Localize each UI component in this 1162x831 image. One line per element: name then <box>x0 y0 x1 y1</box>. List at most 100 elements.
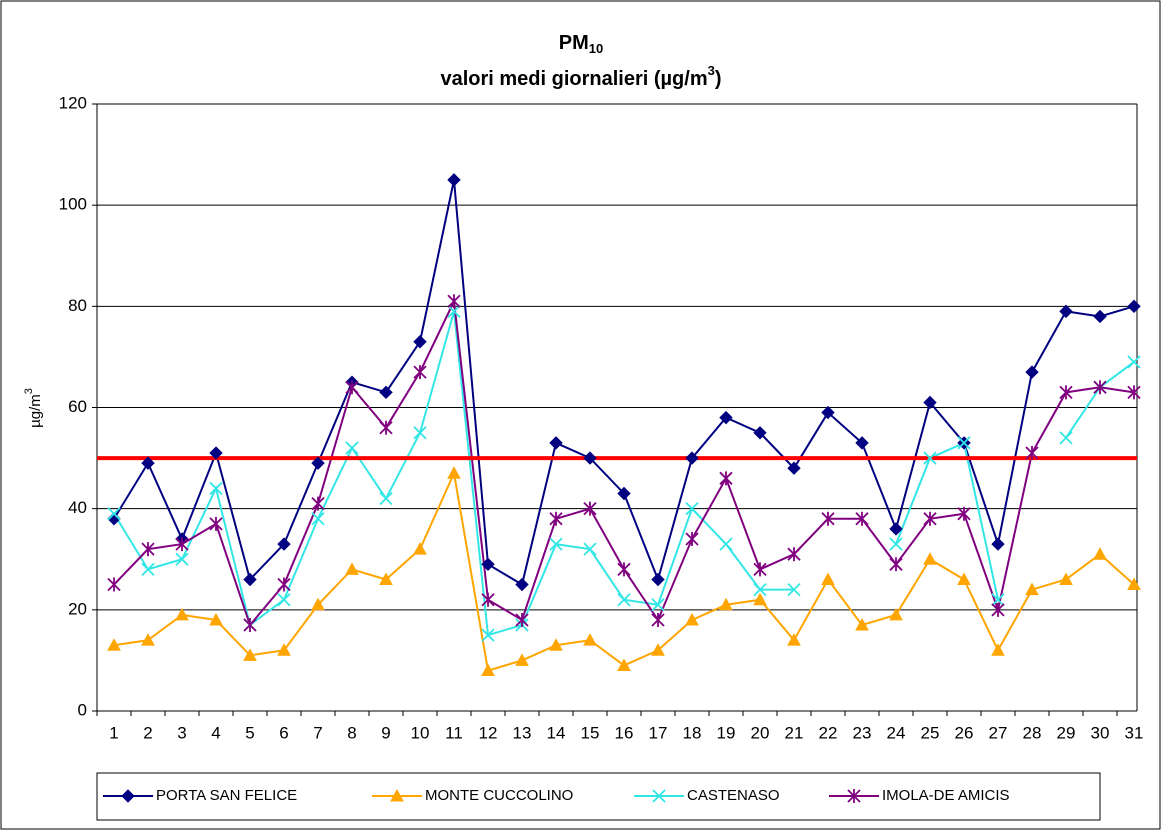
marker <box>390 788 404 802</box>
x-tick-label: 27 <box>989 723 1008 742</box>
marker <box>277 643 291 656</box>
marker <box>821 511 835 526</box>
marker <box>209 612 223 626</box>
marker <box>617 562 631 577</box>
marker <box>1059 304 1073 319</box>
x-tick-label: 1 <box>109 723 118 742</box>
marker <box>1093 547 1107 560</box>
x-tick-label: 12 <box>479 723 498 742</box>
marker <box>107 507 121 521</box>
marker <box>379 491 393 506</box>
marker <box>991 537 1005 551</box>
y-tick-label: 20 <box>68 599 87 618</box>
marker <box>1059 572 1073 585</box>
marker <box>821 572 835 585</box>
x-tick-label: 16 <box>615 723 634 742</box>
marker <box>141 562 155 577</box>
marker <box>923 552 937 565</box>
marker <box>617 593 631 607</box>
x-tick-label: 14 <box>547 723 566 742</box>
marker <box>277 537 291 551</box>
marker <box>1025 582 1039 596</box>
marker <box>413 542 427 555</box>
marker <box>617 486 631 501</box>
marker <box>175 552 189 566</box>
marker <box>311 496 325 511</box>
marker <box>311 456 325 470</box>
marker <box>447 294 461 309</box>
marker <box>957 436 971 450</box>
marker <box>787 547 801 562</box>
legend-label: MONTE CUCCOLINO <box>425 787 573 804</box>
marker <box>141 456 155 470</box>
x-tick-label: 26 <box>955 723 974 742</box>
marker <box>481 557 495 572</box>
marker <box>821 405 835 420</box>
marker <box>787 633 801 646</box>
marker <box>481 628 495 642</box>
legend-label: CASTENASO <box>687 787 780 804</box>
y-tick-label: 60 <box>68 397 87 416</box>
marker <box>583 501 597 516</box>
x-tick-label: 21 <box>785 723 804 742</box>
marker <box>847 789 861 803</box>
marker <box>379 385 393 400</box>
marker <box>515 653 529 666</box>
marker <box>379 420 393 435</box>
marker <box>957 572 971 585</box>
x-tick-label: 5 <box>245 723 254 742</box>
x-tick-label: 18 <box>683 723 702 742</box>
y-tick-label: 80 <box>68 296 87 315</box>
marker <box>753 592 767 606</box>
x-tick-label: 3 <box>177 723 186 742</box>
x-tick-label: 11 <box>445 723 463 742</box>
marker <box>889 607 903 621</box>
marker <box>889 557 903 572</box>
marker <box>447 173 461 187</box>
marker <box>413 365 427 380</box>
marker <box>719 597 733 611</box>
marker <box>753 562 767 577</box>
x-tick-label: 22 <box>819 723 838 742</box>
marker <box>685 612 699 626</box>
marker <box>651 598 665 612</box>
marker <box>549 436 563 450</box>
marker <box>583 542 597 556</box>
marker <box>889 522 903 536</box>
subtitle-end: ) <box>715 68 722 90</box>
title-sub: 10 <box>589 41 603 56</box>
marker <box>719 410 733 425</box>
x-tick-label: 6 <box>279 723 288 742</box>
marker <box>889 537 903 551</box>
marker <box>209 481 223 496</box>
marker <box>175 537 189 552</box>
marker <box>719 471 733 486</box>
marker <box>719 537 733 551</box>
legend-label: IMOLA-DE AMICIS <box>882 787 1010 804</box>
marker <box>753 582 767 597</box>
marker <box>277 593 291 607</box>
title-main: PM <box>559 32 589 54</box>
x-tick-label: 13 <box>513 723 532 742</box>
marker <box>481 592 495 607</box>
x-tick-label: 25 <box>921 723 940 742</box>
marker <box>1127 355 1141 369</box>
marker <box>583 451 597 465</box>
marker <box>209 446 223 460</box>
marker <box>277 577 291 592</box>
marker <box>923 451 937 465</box>
marker <box>991 643 1005 656</box>
marker <box>1127 385 1141 400</box>
marker <box>1127 577 1141 591</box>
marker <box>923 395 937 410</box>
y-tick-label: 40 <box>68 498 87 517</box>
chart-subtitle: valori medi giornalieri (µg/m3) <box>440 63 721 90</box>
marker <box>617 658 631 671</box>
marker <box>141 542 155 557</box>
y-tick-label: 0 <box>78 700 87 719</box>
marker <box>311 597 325 611</box>
marker <box>923 511 937 526</box>
y-axis-label: µg/m3 <box>23 388 44 428</box>
marker <box>107 638 121 651</box>
